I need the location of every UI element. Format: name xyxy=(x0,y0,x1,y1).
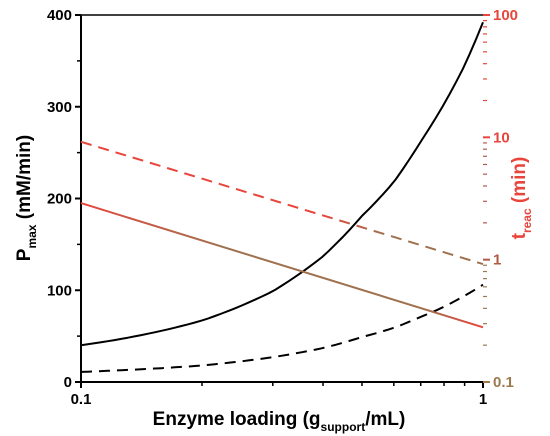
y-right-tick-label: 0.1 xyxy=(493,374,514,391)
series-line-3-right-solid xyxy=(80,202,484,329)
x-tick-label: 1 xyxy=(479,391,487,408)
series-line-2-left-dashed xyxy=(80,283,484,373)
x-tick-label: 0.1 xyxy=(71,391,92,408)
series-line-1-left-solid xyxy=(80,21,484,347)
series-line-4-right-dashed xyxy=(80,140,484,266)
y-right-tick-label: 10 xyxy=(493,129,510,146)
y-left-tick-label: 300 xyxy=(47,99,72,116)
y-left-tick-label: 200 xyxy=(47,191,72,208)
y-right-tick-label: 1 xyxy=(493,252,501,269)
y-left-title: Pmax (mM/min) xyxy=(14,135,39,261)
y-left-tick-label: 400 xyxy=(47,7,72,24)
x-axis-title: Enzyme loading (gsupport/mL) xyxy=(153,409,406,434)
y-left-tick-label: 0 xyxy=(64,374,72,391)
y-right-tick-label: 100 xyxy=(493,7,518,24)
y-left-tick-label: 100 xyxy=(47,282,72,299)
y-right-title: treac (min) xyxy=(509,157,534,240)
